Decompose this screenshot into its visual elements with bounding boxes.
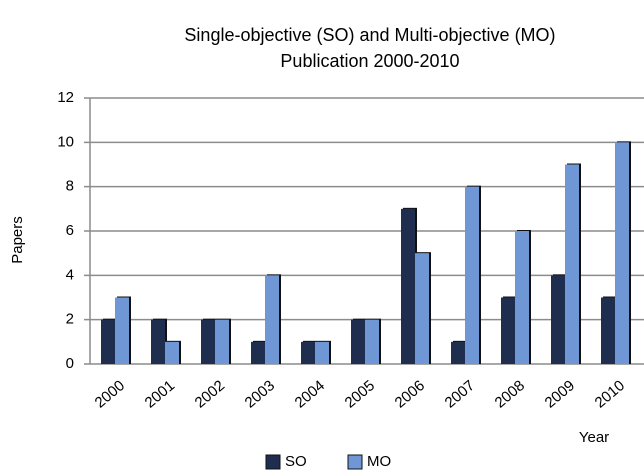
x-tick-label: 2000 <box>92 377 128 411</box>
y-tick-label: 4 <box>66 266 74 283</box>
bar <box>151 319 165 364</box>
bar <box>301 341 315 364</box>
bar <box>315 341 329 364</box>
bar <box>365 319 379 364</box>
x-tick-label: 2001 <box>142 377 178 411</box>
x-tick-label: 2003 <box>242 377 278 411</box>
legend-swatch <box>265 454 281 470</box>
bar <box>601 297 615 364</box>
legend-swatch <box>347 454 363 470</box>
y-tick-label: 8 <box>66 178 74 195</box>
y-tick-label: 0 <box>66 355 74 372</box>
bar <box>351 319 365 364</box>
bar <box>465 186 479 364</box>
legend-label: SO <box>285 453 307 470</box>
bar <box>415 253 429 364</box>
bar <box>551 275 565 364</box>
y-tick-label: 12 <box>57 89 74 106</box>
x-tick-label: 2004 <box>292 377 328 411</box>
y-tick-label: 6 <box>66 222 74 239</box>
x-tick-label: 2002 <box>192 377 228 411</box>
x-tick-label: 2009 <box>542 377 578 411</box>
bar <box>265 275 279 364</box>
chart-title: Publication 2000-2010 <box>280 51 459 71</box>
bar <box>565 164 579 364</box>
chart-title: Single-objective (SO) and Multi-objectiv… <box>184 25 555 45</box>
bar <box>451 341 465 364</box>
x-tick-label: 2008 <box>492 377 528 411</box>
bar <box>165 341 179 364</box>
bar <box>215 319 229 364</box>
x-axis-label: Year <box>579 429 609 446</box>
bar <box>115 297 129 364</box>
x-tick-label: 2007 <box>442 377 478 411</box>
legend-label: MO <box>367 453 391 470</box>
bar <box>251 341 265 364</box>
bar <box>501 297 515 364</box>
bar <box>101 319 115 364</box>
bar <box>201 319 215 364</box>
bar <box>615 142 629 364</box>
bar <box>401 208 415 364</box>
y-tick-label: 2 <box>66 311 74 328</box>
x-tick-label: 2010 <box>592 377 628 411</box>
y-tick-label: 10 <box>57 133 74 150</box>
x-tick-label: 2005 <box>342 377 378 411</box>
x-tick-label: 2006 <box>392 377 428 411</box>
bar <box>515 231 529 364</box>
y-axis-label: Papers <box>9 216 26 264</box>
